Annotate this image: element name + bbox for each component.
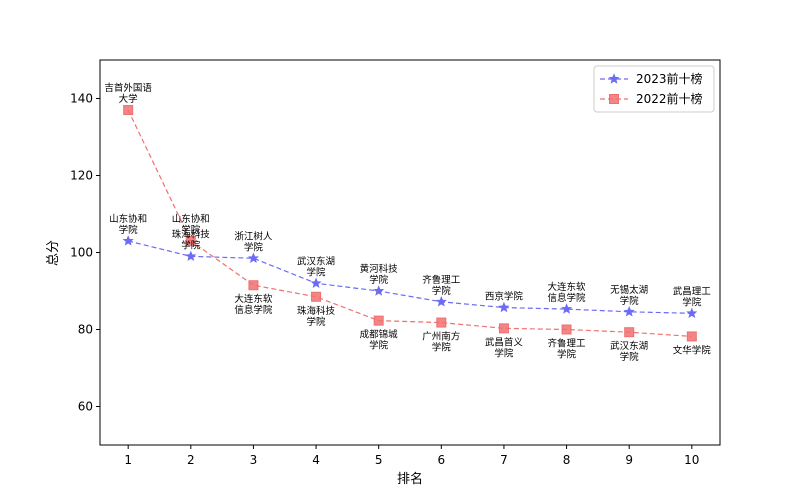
data-point	[686, 331, 697, 342]
data-point	[247, 252, 259, 263]
point-label: 成都锦城	[360, 329, 399, 341]
point-label: 浙江树人	[234, 230, 273, 242]
point-label: 信息学院	[234, 304, 273, 316]
point-label: 黄河科技	[360, 263, 399, 275]
point-label: 学院	[620, 351, 640, 363]
x-tick-label: 4	[312, 453, 320, 467]
legend-box	[593, 65, 715, 113]
point-label: 齐鲁理工	[548, 338, 587, 350]
y-tick-label: 60	[78, 400, 93, 414]
point-label: 学院	[682, 296, 702, 308]
point-label: 文华学院	[673, 344, 712, 356]
point-label: 学院	[119, 224, 139, 236]
point-label: 大连东软	[548, 281, 587, 293]
y-tick-label: 140	[70, 92, 93, 106]
series-line	[128, 240, 692, 314]
series-1	[123, 105, 697, 342]
point-label: 学院	[181, 239, 201, 251]
data-point	[624, 327, 635, 338]
data-point	[498, 301, 510, 313]
x-axis-label: 排名	[397, 471, 423, 487]
series-0	[122, 235, 698, 319]
data-point	[435, 295, 447, 307]
legend-item: 2023前十榜	[600, 71, 703, 86]
point-label: 大学	[119, 93, 138, 105]
data-point	[436, 317, 447, 328]
point-label: 珠海科技	[172, 228, 211, 240]
point-label: 广州南方	[422, 331, 460, 343]
point-label: 山东协和	[172, 213, 210, 225]
x-tick-label: 8	[563, 453, 571, 467]
point-label: 山东协和	[109, 213, 147, 225]
x-tick-label: 7	[500, 453, 508, 467]
data-point	[498, 323, 509, 334]
point-label: 学院	[432, 285, 452, 297]
point-label: 学院	[181, 224, 201, 236]
legend-marker	[609, 94, 619, 104]
series-layer	[122, 105, 698, 342]
point-label: 无锡太湖	[610, 284, 648, 296]
point-label: 学院	[620, 295, 640, 307]
y-axis-label: 总分	[46, 240, 61, 266]
point-label: 西京学院	[485, 291, 524, 303]
data-point	[185, 235, 196, 246]
point-label: 齐鲁理工	[422, 274, 461, 286]
point-label: 学院	[244, 241, 264, 253]
data-point	[373, 285, 385, 296]
axes: 1 2 3 4 5 6 7 8 9 10 60 80 100 120 140	[70, 59, 721, 467]
legend: 2023前十榜 2022前十榜	[593, 65, 715, 113]
y-tick-label: 100	[70, 246, 93, 260]
x-tick-label: 3	[250, 453, 258, 467]
point-label: 学院	[369, 340, 389, 352]
point-label: 学院	[307, 266, 327, 278]
legend-label: 2023前十榜	[636, 71, 703, 86]
point-label: 武汉东湖	[610, 340, 648, 352]
x-tick-label: 10	[684, 453, 699, 467]
point-label: 武汉东湖	[297, 255, 335, 267]
y-tick-label: 120	[70, 169, 93, 183]
legend-item: 2022前十榜	[600, 91, 703, 106]
data-point	[561, 324, 572, 335]
x-tick-label: 1	[124, 453, 132, 467]
x-tick-label: 2	[187, 453, 195, 467]
legend-label: 2022前十榜	[636, 91, 703, 106]
data-point	[310, 277, 322, 289]
data-point	[311, 291, 322, 302]
data-point	[373, 315, 384, 326]
data-point	[185, 250, 197, 262]
point-label: 信息学院	[548, 292, 587, 304]
point-label: 武昌理工	[673, 285, 712, 297]
data-point	[122, 235, 134, 246]
legend-marker	[608, 73, 620, 84]
series-line	[127, 109, 692, 338]
data-point	[561, 303, 573, 314]
data-point	[248, 280, 259, 291]
point-label: 学院	[494, 347, 514, 359]
point-label: 大连东软	[234, 293, 273, 305]
data-point	[686, 307, 698, 319]
x-tick-label: 6	[437, 453, 445, 467]
y-tick-label: 80	[78, 323, 93, 337]
data-point	[623, 305, 635, 317]
point-label: 学院	[557, 349, 577, 361]
point-label: 珠海科技	[297, 305, 336, 317]
point-label: 学院	[369, 274, 389, 286]
data-point	[123, 105, 134, 116]
point-label: 学院	[307, 316, 327, 328]
x-tick-label: 9	[625, 453, 633, 467]
x-tick-label: 5	[375, 453, 383, 467]
plot-frame	[99, 59, 721, 446]
point-label: 武昌首义	[485, 336, 524, 348]
point-label: 吉首外国语	[104, 82, 152, 94]
point-label: 学院	[432, 342, 452, 354]
